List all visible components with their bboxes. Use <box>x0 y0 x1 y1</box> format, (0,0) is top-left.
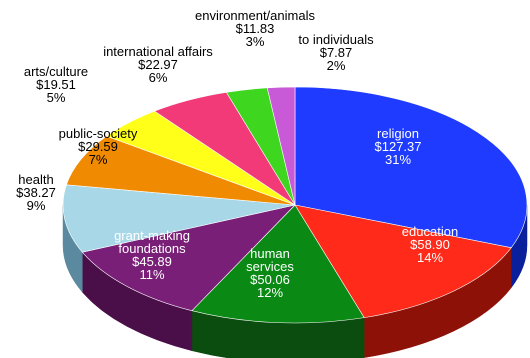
pie-labels: religion $127.37 31% education $58.90 14% huma… <box>16 8 458 300</box>
pie-slice-label: education $58.90 14% <box>402 224 458 265</box>
pie-slice-label: public-society $29.59 7% <box>59 126 138 167</box>
pie-slice <box>294 204 512 318</box>
pie-slice-label: health $38.27 9% <box>16 172 56 213</box>
pie-slice-label: human services $50.06 12% <box>246 246 294 300</box>
pie-slice-label: grant-making foundations $45.89 11% <box>114 228 190 282</box>
pie-slice-label: environment/animals $11.83 3% <box>195 8 315 49</box>
pie-slice <box>62 184 296 253</box>
pie-slices <box>62 86 528 324</box>
pie-slice <box>266 86 296 206</box>
pie-slice <box>81 204 296 312</box>
pie-slice <box>66 135 296 206</box>
pie-slice-label: religion $127.37 31% <box>375 126 422 167</box>
pie-slice-label: to individuals $7.87 2% <box>298 32 374 73</box>
pie-slice <box>294 86 528 249</box>
pie-slice-label: international affairs $22.97 6% <box>103 44 213 85</box>
pie-slice-label: arts/culture $19.51 5% <box>24 64 88 105</box>
pie-slice <box>191 204 365 324</box>
